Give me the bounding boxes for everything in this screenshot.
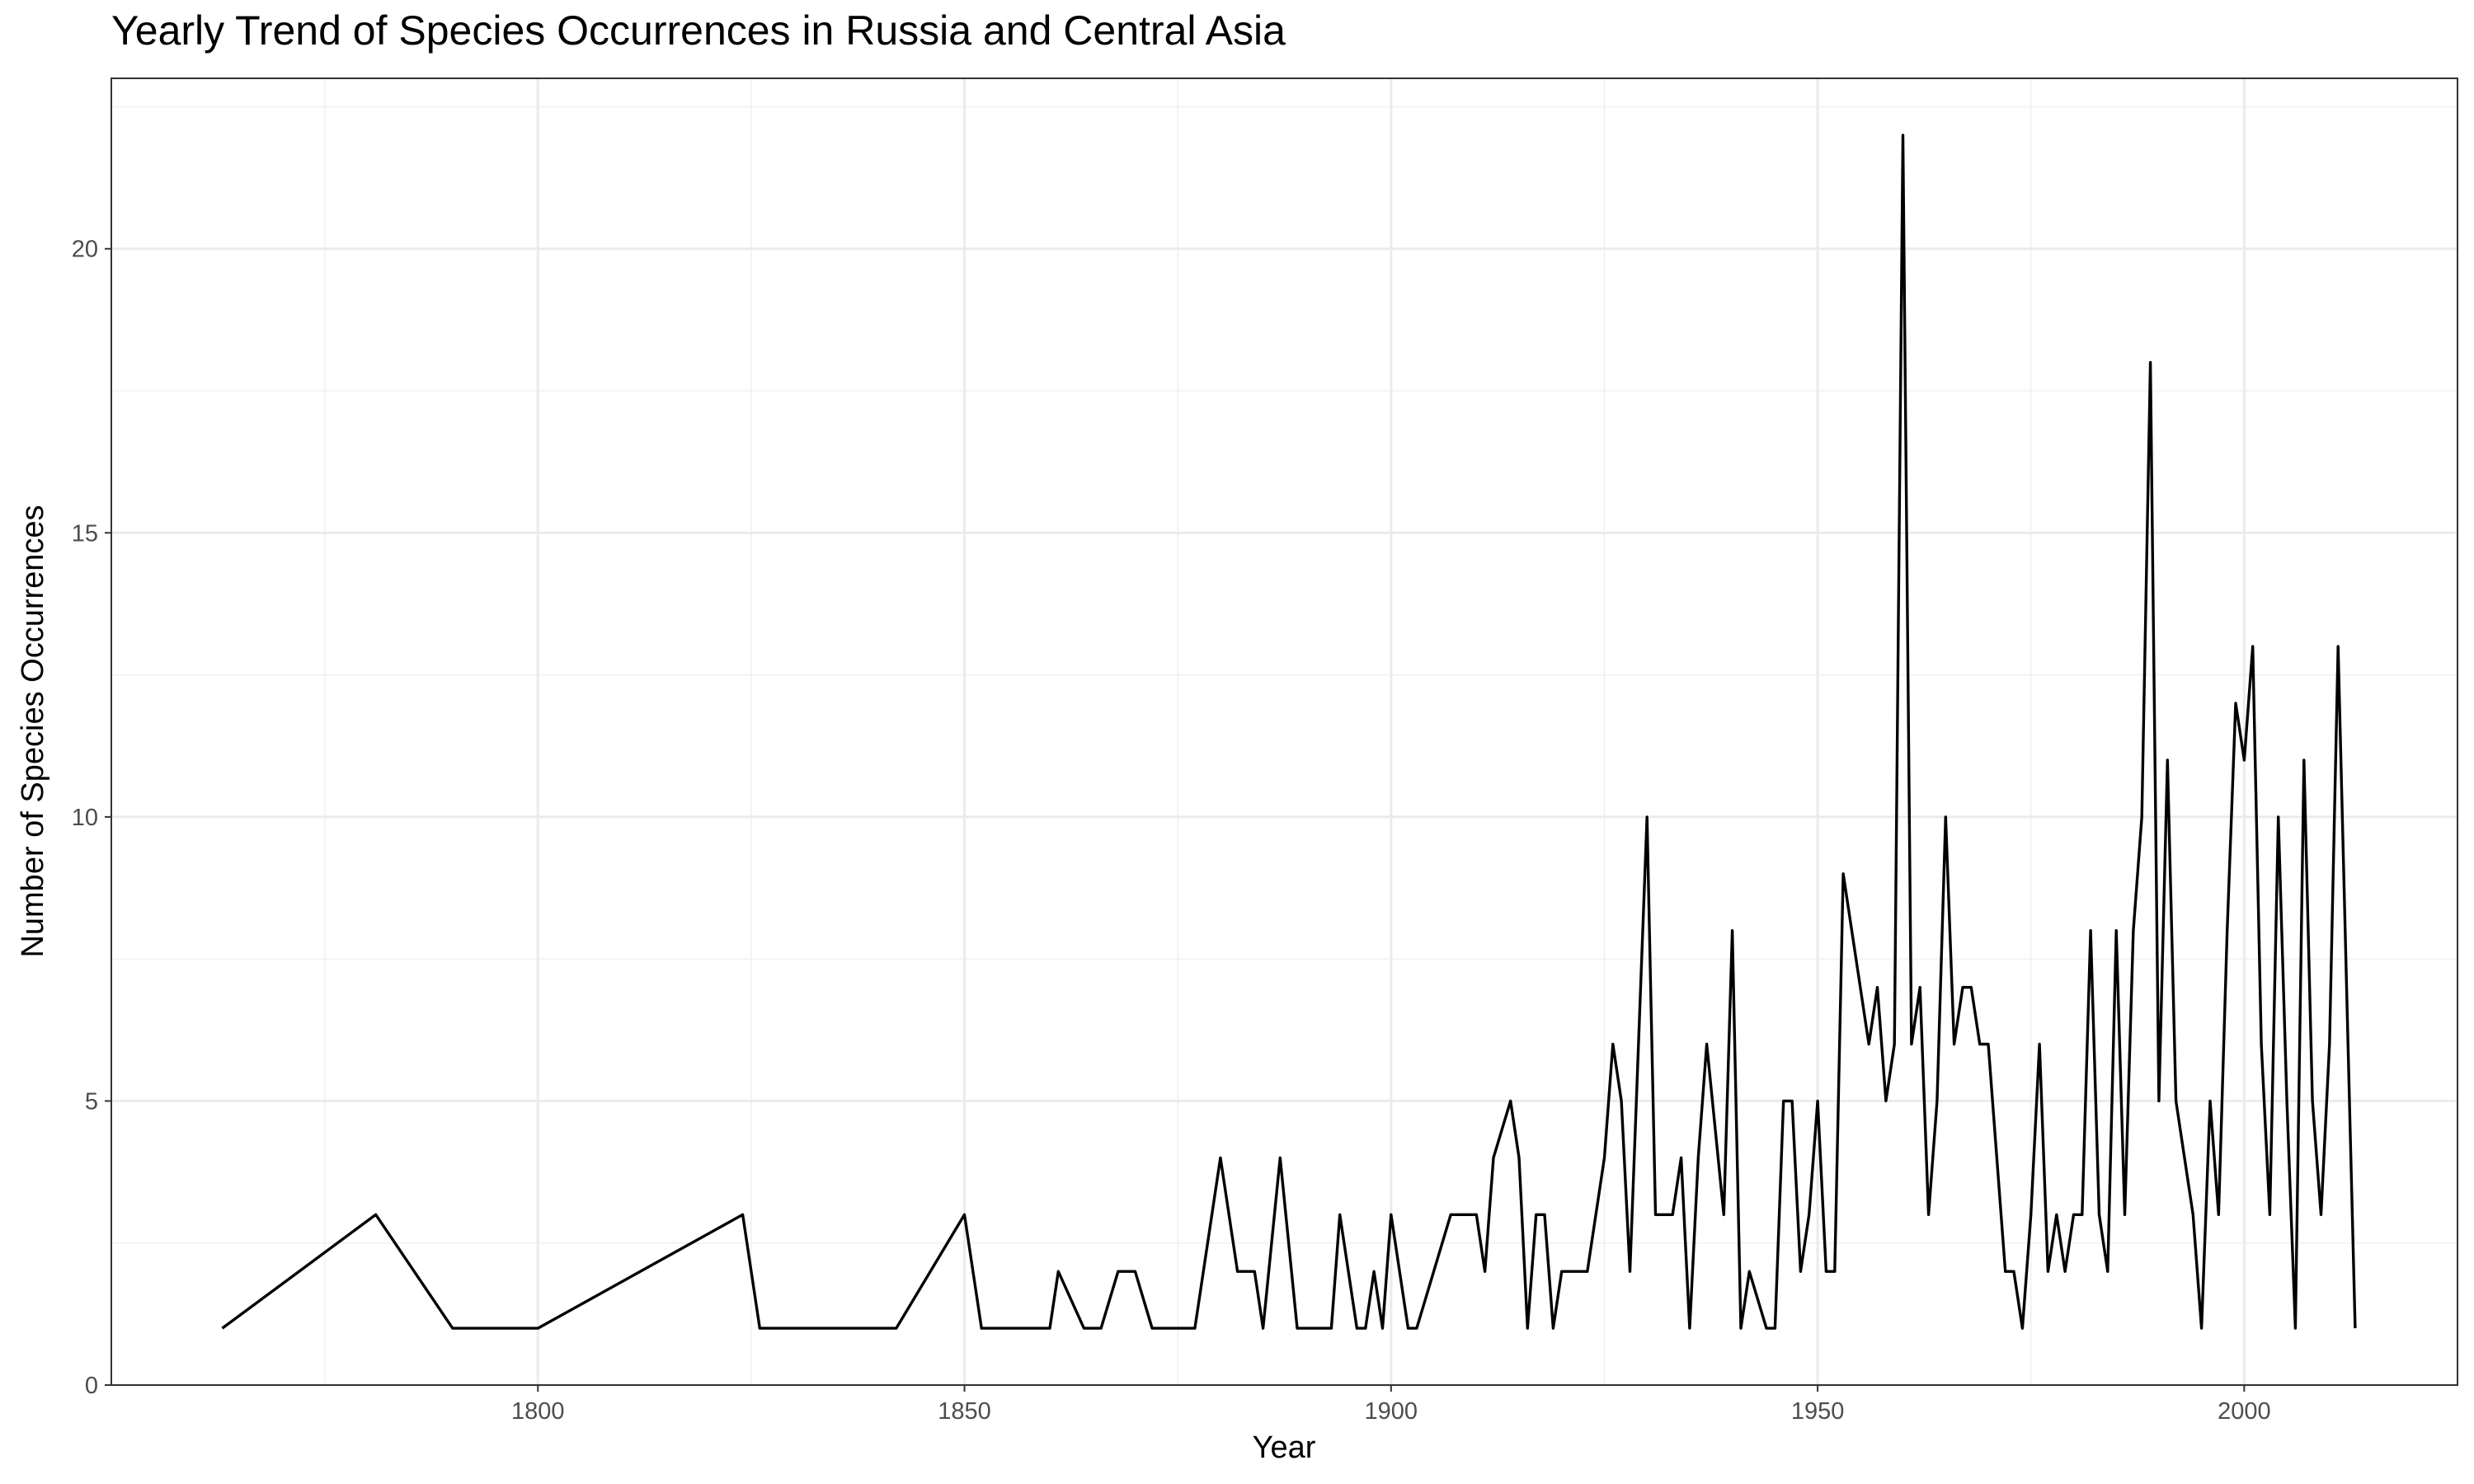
x-tick-label: 1950	[1791, 1398, 1845, 1425]
series-line	[221, 134, 2357, 1330]
y-tick-label: 10	[72, 805, 98, 831]
x-tick-label: 1800	[511, 1398, 565, 1425]
y-tick-label: 15	[72, 520, 98, 547]
x-axis: 1800 1850 1900 1950 2000	[511, 1385, 2271, 1425]
y-tick-label: 5	[85, 1088, 98, 1115]
y-tick-label: 20	[72, 237, 98, 263]
y-axis: 0 5 10 15 20	[72, 237, 111, 1399]
x-tick-label: 2000	[2218, 1398, 2271, 1425]
x-axis-title: Year	[1253, 1430, 1316, 1465]
x-tick-label: 1850	[938, 1398, 991, 1425]
series-layer	[221, 134, 2357, 1330]
plot-border	[111, 77, 2458, 1386]
y-tick-label: 0	[85, 1373, 98, 1399]
chart-title: Yearly Trend of Species Occurrences in R…	[111, 7, 1286, 54]
x-tick-label: 1900	[1365, 1398, 1418, 1425]
y-axis-title: Number of Species Occurrences	[16, 505, 50, 957]
plot-background	[111, 78, 2458, 1385]
